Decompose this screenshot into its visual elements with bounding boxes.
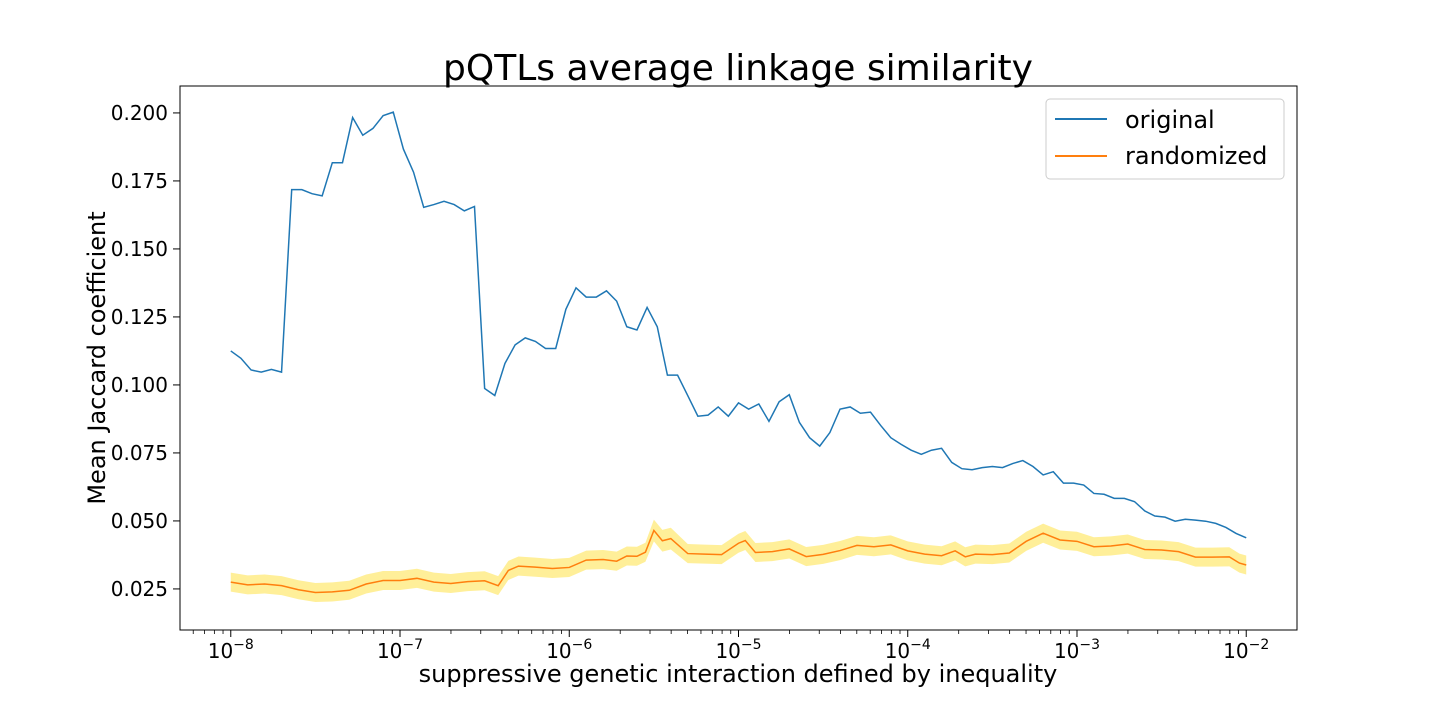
x-tick-base: 10: [377, 639, 402, 663]
x-tick-exponent: −7: [402, 637, 423, 653]
legend-label-randomized: randomized: [1125, 142, 1267, 170]
series-layer: [230, 111, 1247, 602]
x-tick-label: 10−8: [208, 637, 254, 663]
x-tick-exponent: −6: [572, 637, 593, 653]
x-tick-label: 10−6: [546, 637, 592, 663]
x-tick-exponent: −5: [741, 637, 762, 653]
y-tick-label: 0.125: [111, 305, 168, 329]
y-tick-label: 0.100: [111, 373, 168, 397]
x-tick-exponent: −2: [1249, 637, 1270, 653]
y-tick-label: 0.200: [111, 101, 168, 125]
x-tick-label: 10−3: [1054, 637, 1100, 663]
y-tick-label: 0.050: [111, 509, 168, 533]
legend: original randomized: [1045, 98, 1285, 180]
x-tick-label: 10−4: [885, 637, 931, 663]
chart-title: pQTLs average linkage similarity: [443, 48, 1033, 89]
x-tick-base: 10: [208, 639, 233, 663]
y-tick-label: 0.075: [111, 441, 168, 465]
x-tick-label: 10−5: [715, 637, 761, 663]
x-tick-base: 10: [1054, 639, 1079, 663]
x-tick-exponent: −3: [1079, 637, 1100, 653]
x-axis-label: suppressive genetic interaction defined …: [419, 660, 1058, 688]
legend-label-original: original: [1125, 106, 1215, 134]
x-tick-exponent: −8: [233, 637, 254, 653]
y-tick-label: 0.175: [111, 169, 168, 193]
y-axis: 0.025 0.050 0.075 0.100 0.125 0.150 0.175 0.200: [111, 101, 180, 601]
x-axis: 10−8 10−7 10−6 10−5 10−4 10−3 10−2: [192, 630, 1269, 663]
series-randomized-line: [230, 528, 1247, 594]
y-tick-label: 0.025: [111, 577, 168, 601]
x-tick-label: 10−2: [1223, 637, 1269, 663]
x-tick-exponent: −4: [910, 637, 931, 653]
y-tick-label: 0.150: [111, 237, 168, 261]
x-tick-label: 10−7: [377, 637, 423, 663]
x-tick-base: 10: [1223, 639, 1248, 663]
y-axis-label: Mean Jaccard coefficient: [83, 211, 111, 504]
x-tick-base: 10: [715, 639, 740, 663]
x-tick-base: 10: [885, 639, 910, 663]
series-original-line: [230, 111, 1247, 539]
x-tick-base: 10: [546, 639, 571, 663]
